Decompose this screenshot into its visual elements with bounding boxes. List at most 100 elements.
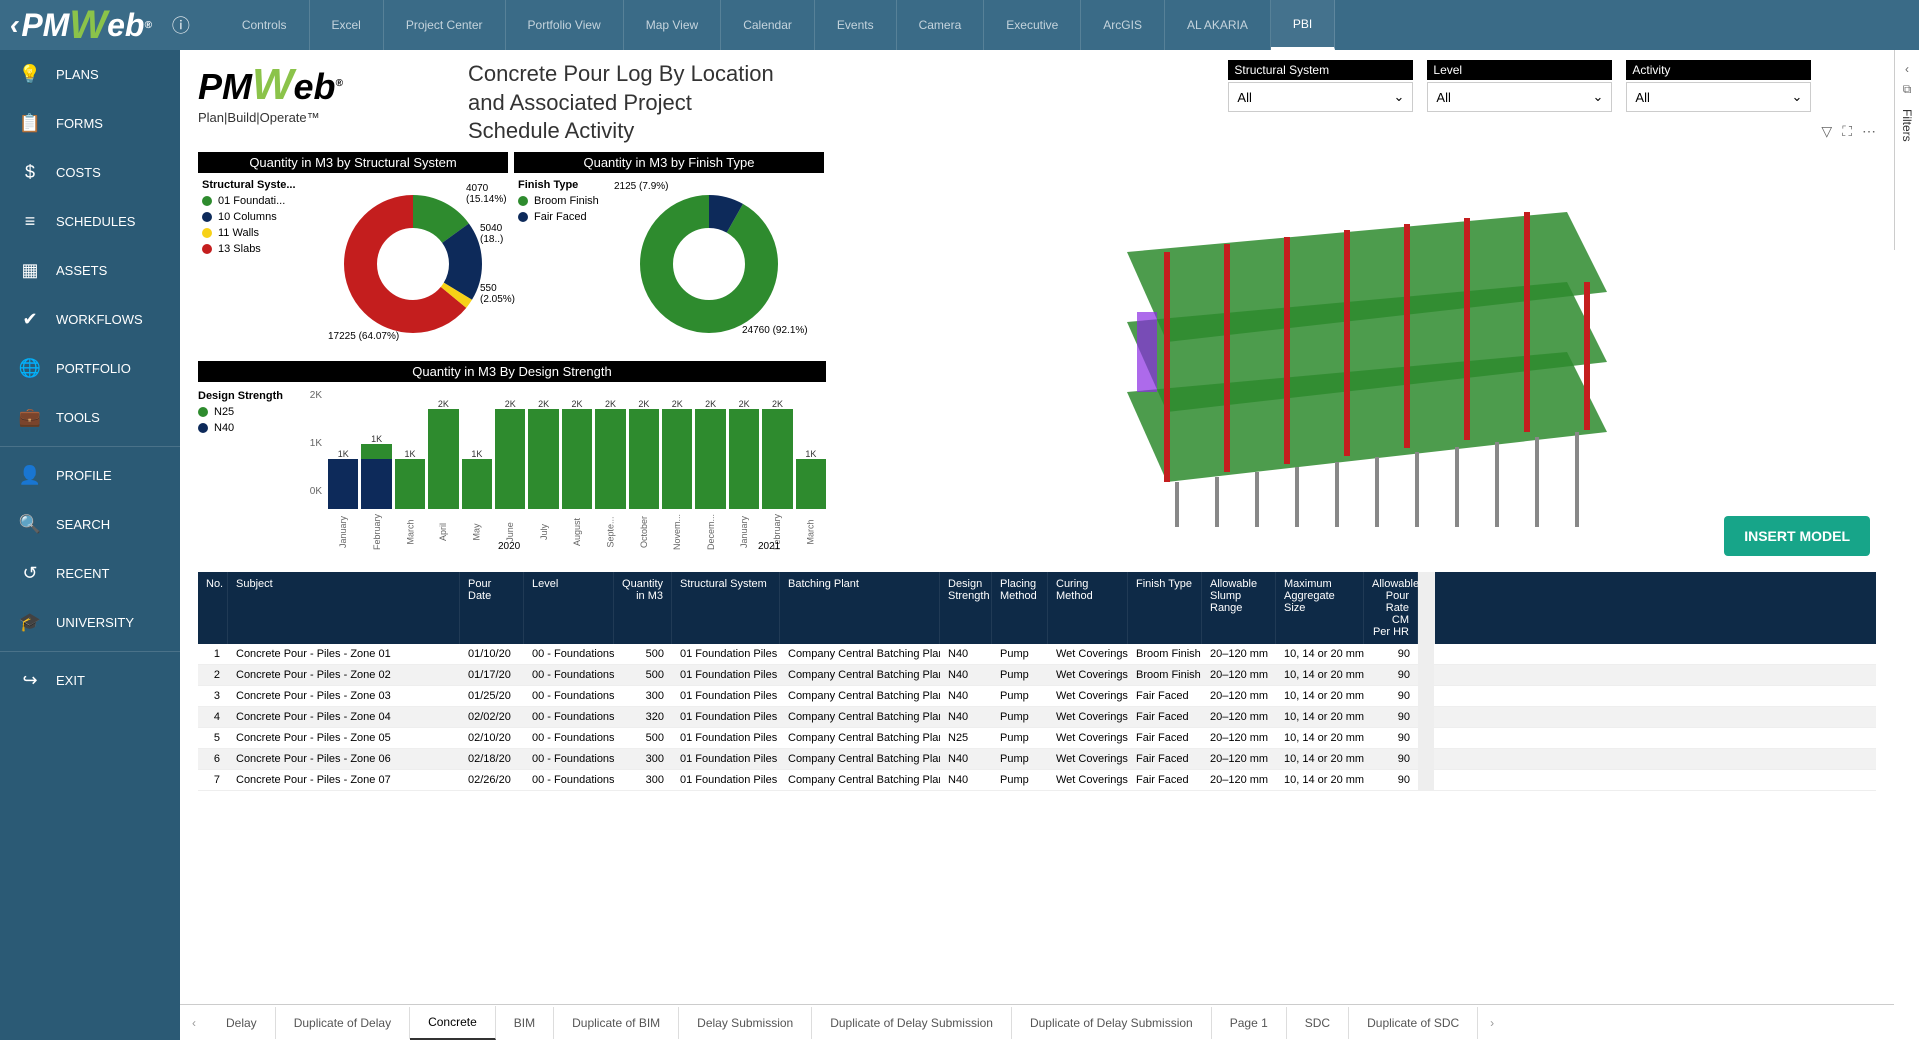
filter-icon[interactable]: ▽ bbox=[1821, 123, 1832, 140]
page-tab[interactable]: SDC bbox=[1287, 1007, 1349, 1039]
page-tab[interactable]: Duplicate of Delay Submission bbox=[812, 1007, 1012, 1039]
bar-column[interactable]: 2KAugust bbox=[562, 409, 592, 509]
page-tab[interactable]: Duplicate of BIM bbox=[554, 1007, 679, 1039]
slicer-dropdown[interactable]: All⌄ bbox=[1427, 82, 1612, 112]
sidebar-item-forms[interactable]: 📋FORMS bbox=[0, 99, 180, 148]
page-tab[interactable]: Duplicate of Delay Submission bbox=[1012, 1007, 1212, 1039]
table-row[interactable]: 5Concrete Pour - Piles - Zone 0502/10/20… bbox=[198, 728, 1876, 749]
table-row[interactable]: 2Concrete Pour - Piles - Zone 0201/17/20… bbox=[198, 665, 1876, 686]
bim-model-viewer[interactable]: INSERT MODEL bbox=[838, 152, 1876, 562]
page-tab[interactable]: Duplicate of SDC bbox=[1349, 1007, 1478, 1039]
callout: 550 (2.05%) bbox=[480, 283, 515, 305]
report-canvas: PMWeb® Plan|Build|Operate™ Concrete Pour… bbox=[180, 50, 1894, 1040]
bar-column[interactable]: 2KOctober bbox=[629, 409, 659, 509]
page-tab[interactable]: Duplicate of Delay bbox=[276, 1007, 410, 1039]
table-row[interactable]: 4Concrete Pour - Piles - Zone 0402/02/20… bbox=[198, 707, 1876, 728]
bar-column[interactable]: 1KMay bbox=[462, 459, 492, 509]
sidebar-item-tools[interactable]: 💼TOOLS bbox=[0, 393, 180, 442]
bar-column[interactable]: 2KFebruary bbox=[762, 409, 792, 509]
bar-column[interactable]: 2KDecem... bbox=[695, 409, 725, 509]
page-tab[interactable]: Page 1 bbox=[1212, 1007, 1287, 1039]
top-tab-events[interactable]: Events bbox=[815, 0, 897, 50]
page-tab[interactable]: Delay Submission bbox=[679, 1007, 812, 1039]
info-icon[interactable]: ⓘ bbox=[172, 12, 190, 38]
sidebar-icon: 👤 bbox=[18, 465, 42, 486]
bar-column[interactable]: 2KJuly bbox=[528, 409, 558, 509]
bar-column[interactable]: 1KJanuary bbox=[328, 459, 358, 509]
sidebar-label: PROFILE bbox=[56, 468, 112, 483]
sidebar-item-costs[interactable]: $COSTS bbox=[0, 148, 180, 197]
back-arrow-icon[interactable]: ‹ bbox=[10, 9, 19, 41]
sidebar-icon: 📋 bbox=[18, 113, 42, 134]
top-tab-excel[interactable]: Excel bbox=[310, 0, 384, 50]
focus-icon[interactable]: ⛶ bbox=[1842, 123, 1852, 140]
sidebar-item-workflows[interactable]: ✔WORKFLOWS bbox=[0, 295, 180, 344]
sidebar-item-plans[interactable]: 💡PLANS bbox=[0, 50, 180, 99]
top-tabs: ControlsExcelProject CenterPortfolio Vie… bbox=[220, 0, 1909, 50]
legend-item[interactable]: Fair Faced bbox=[518, 211, 599, 223]
table-row[interactable]: 1Concrete Pour - Piles - Zone 0101/10/20… bbox=[198, 644, 1876, 665]
top-tab-project-center[interactable]: Project Center bbox=[384, 0, 506, 50]
model-svg bbox=[1067, 152, 1647, 532]
sidebar-item-search[interactable]: 🔍SEARCH bbox=[0, 500, 180, 549]
bar-chart-design-strength[interactable]: Quantity in M3 By Design Strength Design… bbox=[198, 361, 826, 562]
bar-column[interactable]: 2KApril bbox=[428, 409, 458, 509]
sidebar-item-profile[interactable]: 👤 PROFILE bbox=[0, 451, 180, 500]
legend-item[interactable]: 10 Columns bbox=[202, 211, 296, 223]
sidebar-label: UNIVERSITY bbox=[56, 615, 134, 630]
legend-item[interactable]: 01 Foundati... bbox=[202, 195, 296, 207]
sidebar-label: PLANS bbox=[56, 67, 99, 82]
sidebar-label: RECENT bbox=[56, 566, 109, 581]
legend-item[interactable]: Broom Finish bbox=[518, 195, 599, 207]
slicer-dropdown[interactable]: All⌄ bbox=[1228, 82, 1413, 112]
sidebar-item-assets[interactable]: ▦ASSETS bbox=[0, 246, 180, 295]
slicer-level: LevelAll⌄ bbox=[1427, 60, 1612, 112]
top-tab-controls[interactable]: Controls bbox=[220, 0, 310, 50]
top-tab-al-akaria[interactable]: AL AKARIA bbox=[1165, 0, 1271, 50]
page-tab[interactable]: Delay bbox=[208, 1007, 276, 1039]
sidebar-item-portfolio[interactable]: 🌐PORTFOLIO bbox=[0, 344, 180, 393]
donut-structural-system[interactable]: Quantity in M3 by Structural System Stru… bbox=[198, 152, 508, 353]
legend-item[interactable]: 13 Slabs bbox=[202, 243, 296, 255]
tab-next-icon[interactable]: › bbox=[1478, 1016, 1506, 1030]
bar-column[interactable]: 1KMarch bbox=[395, 459, 425, 509]
donut-finish-type[interactable]: Quantity in M3 by Finish Type Finish Typ… bbox=[514, 152, 824, 353]
app-logo[interactable]: ‹ PMWeb® bbox=[10, 3, 152, 48]
bar-column[interactable]: 2KJanuary bbox=[729, 409, 759, 509]
top-tab-pbi[interactable]: PBI bbox=[1271, 0, 1335, 50]
top-tab-map-view[interactable]: Map View bbox=[624, 0, 721, 50]
slicer-dropdown[interactable]: All⌄ bbox=[1626, 82, 1811, 112]
page-tab[interactable]: BIM bbox=[496, 1007, 554, 1039]
top-tab-executive[interactable]: Executive bbox=[984, 0, 1081, 50]
legend-item[interactable]: 11 Walls bbox=[202, 227, 296, 239]
bar-column[interactable]: 1KMarch bbox=[796, 459, 826, 509]
legend-item[interactable]: N40 bbox=[198, 422, 298, 434]
sidebar-item-exit[interactable]: ↪EXIT bbox=[0, 656, 180, 705]
insert-model-button[interactable]: INSERT MODEL bbox=[1724, 516, 1870, 556]
sidebar-item-schedules[interactable]: ≡SCHEDULES bbox=[0, 197, 180, 246]
table-row[interactable]: 3Concrete Pour - Piles - Zone 0301/25/20… bbox=[198, 686, 1876, 707]
bar-column[interactable]: 2KSepte... bbox=[595, 409, 625, 509]
legend-item[interactable]: N25 bbox=[198, 406, 298, 418]
slicer-filters: Structural SystemAll⌄LevelAll⌄ActivityAl… bbox=[1228, 60, 1811, 112]
more-icon[interactable]: ⋯ bbox=[1862, 123, 1876, 140]
sidebar-item-recent[interactable]: ↺RECENT bbox=[0, 549, 180, 598]
top-tab-calendar[interactable]: Calendar bbox=[721, 0, 815, 50]
slicer-label: Structural System bbox=[1228, 60, 1413, 80]
top-tab-camera[interactable]: Camera bbox=[897, 0, 985, 50]
sidebar-icon: ≡ bbox=[18, 211, 42, 232]
bar-column[interactable]: 1KFebruary bbox=[361, 444, 391, 509]
page-tab[interactable]: Concrete bbox=[410, 1006, 496, 1040]
chevron-left-icon: ‹ bbox=[1905, 62, 1909, 76]
tab-prev-icon[interactable]: ‹ bbox=[180, 1016, 208, 1030]
top-tab-arcgis[interactable]: ArcGIS bbox=[1081, 0, 1165, 50]
bar-column[interactable]: 2KJune bbox=[495, 409, 525, 509]
sidebar-icon: 🔍 bbox=[18, 514, 42, 535]
table-row[interactable]: 6Concrete Pour - Piles - Zone 0602/18/20… bbox=[198, 749, 1876, 770]
bar-column[interactable]: 2KNovem... bbox=[662, 409, 692, 509]
filters-pane-tab[interactable]: ‹ ⧉ Filters bbox=[1894, 50, 1919, 250]
table-row[interactable]: 7Concrete Pour - Piles - Zone 0702/26/20… bbox=[198, 770, 1876, 791]
top-tab-portfolio-view[interactable]: Portfolio View bbox=[506, 0, 624, 50]
pour-log-table[interactable]: No. Subject Pour Date Level Quantity in … bbox=[198, 572, 1876, 791]
sidebar-item-university[interactable]: 🎓UNIVERSITY bbox=[0, 598, 180, 647]
